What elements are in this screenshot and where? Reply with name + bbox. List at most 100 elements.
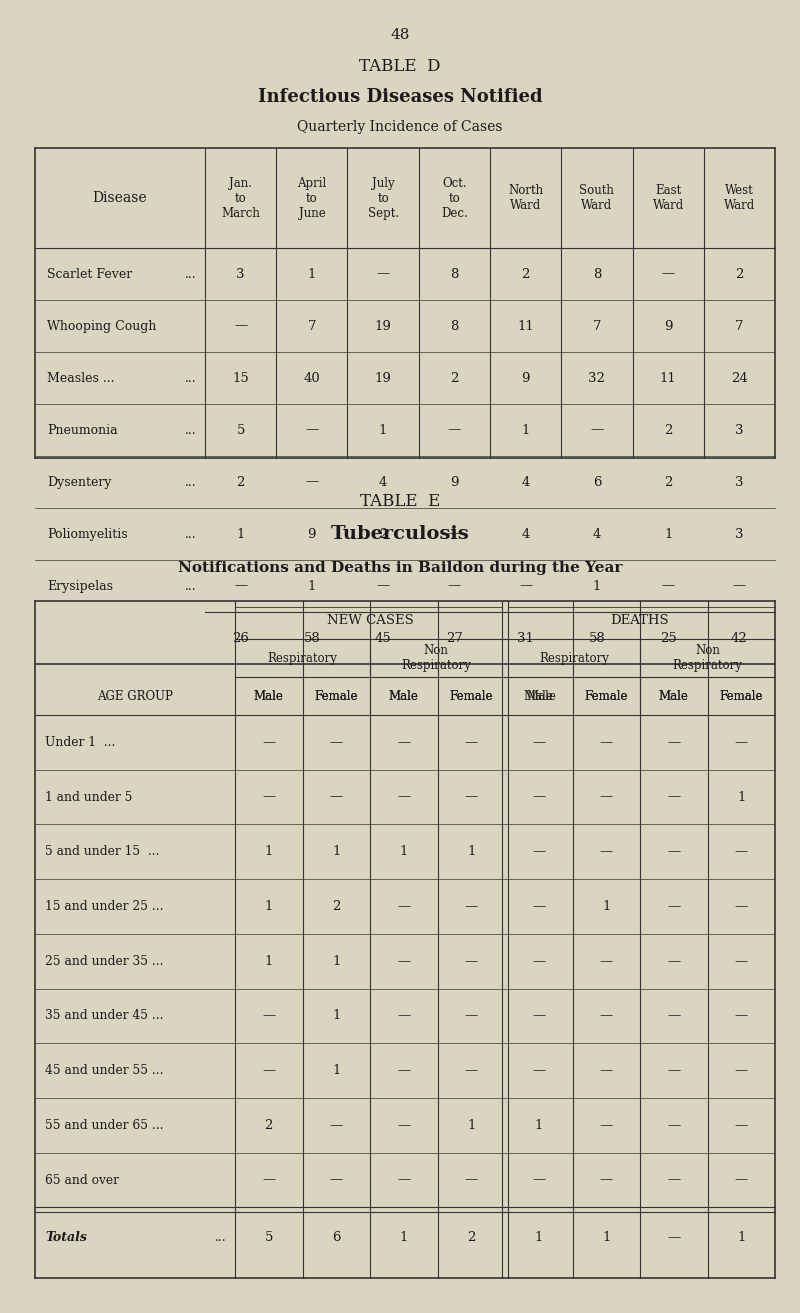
Text: —: — [532, 846, 546, 859]
Text: 1: 1 [467, 846, 475, 859]
Text: Male: Male [659, 689, 689, 702]
Text: 1: 1 [332, 1064, 341, 1077]
Text: East
Ward: East Ward [653, 184, 684, 211]
Text: 25 and under 35 ...: 25 and under 35 ... [45, 955, 163, 968]
Text: 4: 4 [593, 528, 601, 541]
Text: 1: 1 [593, 579, 601, 592]
Text: —: — [532, 735, 546, 748]
Text: —: — [667, 1119, 680, 1132]
Text: —: — [667, 1010, 680, 1023]
Text: —: — [600, 735, 613, 748]
Text: 1: 1 [237, 528, 245, 541]
Text: 1: 1 [308, 268, 316, 281]
Text: —: — [234, 579, 247, 592]
Text: 25: 25 [660, 632, 677, 645]
Text: 1: 1 [737, 790, 746, 804]
Text: Non
Respiratory: Non Respiratory [401, 643, 471, 672]
Text: —: — [262, 735, 275, 748]
Text: —: — [667, 1174, 680, 1187]
Text: —: — [600, 846, 613, 859]
Text: —: — [532, 899, 546, 913]
Text: 1: 1 [265, 846, 273, 859]
Text: —: — [397, 899, 410, 913]
Text: Respiratory: Respiratory [539, 651, 609, 664]
Text: Whooping Cough: Whooping Cough [47, 319, 156, 332]
Text: 2: 2 [664, 475, 672, 488]
Text: 2: 2 [522, 268, 530, 281]
Text: —: — [600, 1064, 613, 1077]
Text: —: — [667, 1064, 680, 1077]
Text: 1: 1 [399, 1230, 408, 1243]
Text: —: — [234, 319, 247, 332]
Text: Tuberculosis: Tuberculosis [330, 525, 470, 544]
Text: Female: Female [719, 689, 763, 702]
Text: TABLE  E: TABLE E [360, 492, 440, 509]
Text: —: — [532, 1174, 546, 1187]
Text: 32: 32 [589, 372, 606, 385]
Text: —: — [465, 899, 478, 913]
Text: —: — [306, 424, 318, 436]
Text: —: — [397, 735, 410, 748]
Text: 2: 2 [735, 268, 743, 281]
Text: —: — [532, 1010, 546, 1023]
Text: 2: 2 [265, 1119, 273, 1132]
Text: 1: 1 [379, 424, 387, 436]
Text: Under 1  ...: Under 1 ... [45, 735, 115, 748]
Text: 45: 45 [374, 632, 391, 645]
Text: —: — [465, 1064, 478, 1077]
Text: —: — [448, 579, 461, 592]
Text: 35 and under 45 ...: 35 and under 45 ... [45, 1010, 163, 1023]
Text: —: — [465, 735, 478, 748]
Text: —: — [306, 475, 318, 488]
Text: 2: 2 [332, 899, 341, 913]
Text: 3: 3 [236, 268, 245, 281]
Text: 8: 8 [450, 319, 458, 332]
Text: 2: 2 [450, 372, 458, 385]
Text: Non
Respiratory: Non Respiratory [673, 643, 742, 672]
Text: —: — [734, 955, 748, 968]
Text: Infectious Diseases Notified: Infectious Diseases Notified [258, 88, 542, 106]
Text: ...: ... [186, 528, 197, 541]
Text: 2: 2 [664, 424, 672, 436]
Text: —: — [377, 579, 390, 592]
Text: 45 and under 55 ...: 45 and under 55 ... [45, 1064, 163, 1077]
Text: 4: 4 [522, 475, 530, 488]
Text: —: — [600, 1119, 613, 1132]
Text: 9: 9 [450, 475, 458, 488]
Text: —: — [448, 528, 461, 541]
Text: 9: 9 [308, 528, 316, 541]
Text: 9: 9 [664, 319, 672, 332]
Text: 1: 1 [265, 955, 273, 968]
Text: Male: Male [527, 689, 557, 702]
Text: —: — [262, 1064, 275, 1077]
Text: 11: 11 [660, 372, 677, 385]
Text: —: — [667, 955, 680, 968]
Text: 48: 48 [390, 28, 410, 42]
Text: —: — [465, 790, 478, 804]
Text: 1: 1 [467, 1119, 475, 1132]
Text: Poliomyelitis: Poliomyelitis [47, 528, 128, 541]
Text: NEW CASES: NEW CASES [326, 613, 414, 626]
Text: 24: 24 [731, 372, 748, 385]
Text: —: — [667, 899, 680, 913]
Text: Female: Female [719, 689, 763, 702]
Text: 2: 2 [467, 1230, 475, 1243]
Text: 1 and under 5: 1 and under 5 [45, 790, 132, 804]
Text: Male: Male [254, 689, 284, 702]
Text: Notifications and Deaths in Baildon during the Year: Notifications and Deaths in Baildon duri… [178, 561, 622, 575]
Text: ...: ... [215, 1230, 227, 1243]
Text: 8: 8 [450, 268, 458, 281]
Text: —: — [667, 735, 680, 748]
Text: —: — [465, 955, 478, 968]
Text: 5 and under 15  ...: 5 and under 15 ... [45, 846, 159, 859]
Text: —: — [448, 424, 461, 436]
Text: Respiratory: Respiratory [267, 651, 338, 664]
Text: 1: 1 [332, 955, 341, 968]
Text: 15: 15 [232, 372, 249, 385]
Text: 1: 1 [534, 1230, 543, 1243]
Text: —: — [397, 1174, 410, 1187]
Text: —: — [262, 1010, 275, 1023]
Text: Pneumonia: Pneumonia [47, 424, 118, 436]
Text: —: — [734, 846, 748, 859]
Text: —: — [667, 846, 680, 859]
